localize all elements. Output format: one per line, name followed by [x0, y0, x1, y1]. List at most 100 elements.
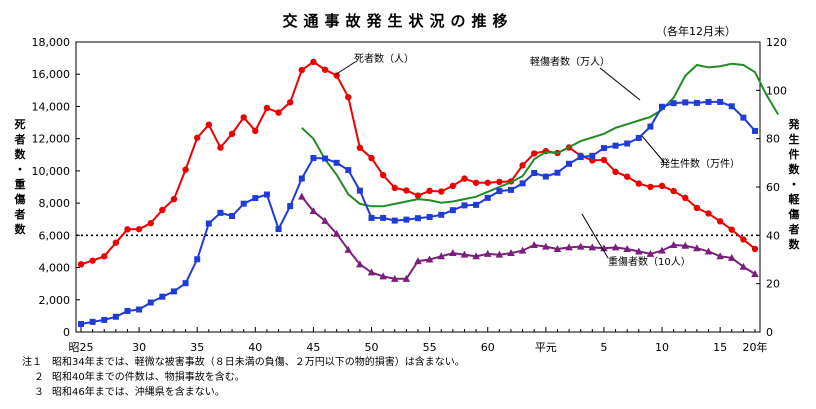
- data-point-serious-injuries: [390, 274, 399, 282]
- right-axis-label-char: 生: [789, 132, 800, 146]
- series-line-deaths: [80, 60, 756, 266]
- right-tick-label: 20: [766, 278, 780, 291]
- x-tick-label: 15: [713, 341, 727, 354]
- data-point-serious-injuries: [588, 243, 597, 251]
- data-point-deaths: [101, 253, 108, 260]
- data-point-deaths: [496, 178, 503, 186]
- data-point-incidents: [112, 313, 119, 320]
- data-point-serious-injuries: [611, 243, 620, 251]
- data-point-deaths: [740, 236, 747, 243]
- data-point-serious-injuries: [739, 262, 748, 270]
- footnote-mark: ２: [34, 372, 44, 383]
- data-point-incidents: [473, 201, 480, 208]
- left-axis-label-char: 死: [15, 118, 26, 131]
- data-point-incidents: [752, 127, 758, 134]
- data-point-deaths: [135, 226, 143, 233]
- data-point-deaths: [217, 144, 224, 151]
- data-point-serious-injuries: [600, 244, 608, 252]
- data-point-deaths: [379, 171, 387, 179]
- data-point-deaths: [182, 166, 189, 173]
- data-point-incidents: [368, 214, 375, 221]
- right-tick-label: 40: [766, 229, 780, 242]
- footnote-mark: 注１: [22, 357, 42, 368]
- data-point-incidents: [624, 140, 631, 147]
- data-point-serious-injuries: [727, 253, 736, 261]
- data-point-incidents: [507, 186, 514, 193]
- left-axis-label: 死者数・重傷者数: [14, 118, 27, 236]
- data-point-incidents: [298, 175, 305, 182]
- data-point-serious-injuries: [518, 246, 527, 254]
- x-tick-label: 50: [365, 341, 379, 354]
- left-axis-label-char: 数: [15, 222, 27, 236]
- data-point-serious-injuries: [449, 249, 457, 257]
- footnote: 注１ 昭和34年までは、軽微な被害事故（８日未満の負傷、２万円以下の物的損害）は…: [22, 355, 802, 370]
- data-point-incidents: [391, 217, 398, 224]
- left-tick-label: 0: [63, 326, 70, 339]
- footnote-text: 昭和34年までは、軽微な被害事故（８日未満の負傷、２万円以下の物的損害）は含まな…: [52, 357, 465, 368]
- left-axis: 0 2,000 4,000 6,000 8,000 10,000 12,000 14,000 1…: [32, 36, 80, 339]
- data-point-incidents: [496, 188, 503, 195]
- data-point-incidents: [403, 216, 410, 223]
- data-point-deaths: [403, 187, 410, 194]
- data-point-incidents: [589, 152, 596, 159]
- x-tick-label: 60: [481, 341, 495, 354]
- data-point-incidents: [554, 169, 561, 176]
- data-point-deaths: [286, 99, 294, 106]
- data-point-serious-injuries: [704, 247, 713, 255]
- leader-serious-injuries: [581, 213, 609, 259]
- x-tick-label: 10: [655, 341, 669, 354]
- data-point-serious-injuries: [321, 216, 329, 224]
- data-point-incidents: [740, 114, 747, 121]
- data-point-deaths: [112, 239, 120, 246]
- data-point-serious-injuries: [576, 242, 585, 250]
- leader-deaths: [334, 61, 356, 76]
- data-point-incidents: [240, 200, 247, 207]
- left-axis-label-char: ・: [15, 163, 26, 176]
- left-axis-label-char: 重: [15, 177, 26, 191]
- data-point-incidents: [263, 191, 270, 198]
- data-point-incidents: [380, 214, 387, 221]
- data-point-deaths: [426, 187, 433, 195]
- data-point-serious-injuries: [402, 274, 411, 282]
- right-axis-label-char: ・: [789, 178, 800, 191]
- data-point-incidents: [542, 173, 549, 180]
- left-tick-label: 4,000: [39, 262, 71, 275]
- data-point-deaths: [658, 182, 666, 190]
- data-point-serious-injuries: [530, 241, 539, 248]
- footnote-text: 昭和46年までは、沖縄県を含まない。: [52, 387, 225, 398]
- leader-light-injuries: [599, 67, 641, 101]
- left-axis-label-char: 数: [15, 147, 27, 161]
- left-axis-label-char: 者: [14, 207, 26, 221]
- right-axis-label-char: 発: [788, 117, 801, 131]
- data-point-incidents: [566, 160, 573, 167]
- right-tick-label: 60: [766, 181, 780, 194]
- data-point-deaths: [589, 157, 596, 164]
- data-point-incidents: [182, 280, 189, 287]
- series-layer: [77, 58, 780, 328]
- data-point-serious-injuries: [634, 247, 643, 255]
- data-point-incidents: [78, 321, 84, 328]
- data-point-deaths: [705, 210, 712, 217]
- data-point-incidents: [136, 306, 143, 313]
- data-point-deaths: [449, 182, 457, 190]
- data-point-deaths: [205, 121, 213, 128]
- data-point-serious-injuries: [716, 252, 724, 260]
- data-point-incidents: [89, 318, 96, 325]
- right-tick-label: 120: [766, 36, 787, 49]
- data-point-serious-injuries: [751, 270, 759, 277]
- data-point-incidents: [438, 211, 445, 218]
- right-tick-label: 0: [766, 326, 773, 339]
- data-point-deaths: [682, 194, 689, 202]
- right-axis-label-char: 傷: [788, 207, 800, 221]
- data-point-serious-injuries: [356, 260, 364, 268]
- x-tick-label: 30: [132, 341, 146, 354]
- footnote-text: 昭和40年までの件数は、物損事故を含む。: [52, 372, 245, 383]
- data-point-incidents: [426, 213, 433, 220]
- series-line-incidents: [80, 100, 756, 325]
- data-point-serious-injuries: [437, 252, 446, 260]
- left-tick-label: 8,000: [39, 197, 71, 210]
- left-tick-label: 18,000: [32, 36, 71, 49]
- left-tick-label: 16,000: [32, 68, 71, 81]
- data-point-serious-injuries: [472, 252, 480, 260]
- data-point-incidents: [124, 307, 131, 314]
